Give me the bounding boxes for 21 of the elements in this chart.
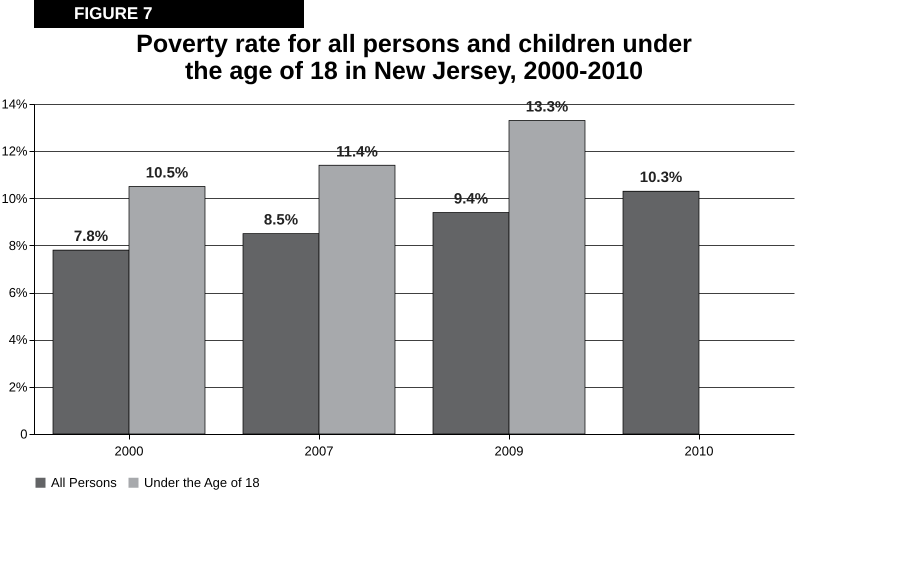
- y-tick-label: 14%: [1, 96, 28, 112]
- y-tick-label: 10%: [1, 190, 28, 206]
- legend-label: All Persons: [51, 474, 118, 490]
- y-tick-label: 0: [20, 426, 28, 442]
- x-tick-label: 2007: [304, 444, 334, 458]
- y-tick-label: 8%: [8, 238, 28, 253]
- y-tick-label: 2%: [8, 379, 28, 394]
- y-tick-label: 6%: [8, 285, 28, 300]
- x-tick-label: 2000: [114, 444, 144, 458]
- text: the age of 18 in New Jersey, 2000-2010: [184, 57, 644, 85]
- data-label: 10.3%: [640, 169, 682, 186]
- text: Poverty rate for all persons and children under: [136, 30, 692, 58]
- data-label: 8.5%: [264, 212, 298, 229]
- y-tick-label: 12%: [1, 144, 28, 159]
- x-tick-label: 2009: [494, 444, 524, 458]
- data-label: 7.8%: [74, 228, 108, 246]
- y-tick-label: 4%: [8, 332, 28, 348]
- data-label: 10.5%: [146, 164, 188, 182]
- legend-label: Under the Age of 18: [144, 474, 260, 490]
- caption: FIGURE 7: [74, 4, 152, 23]
- x-tick-label: 2010: [684, 444, 714, 458]
